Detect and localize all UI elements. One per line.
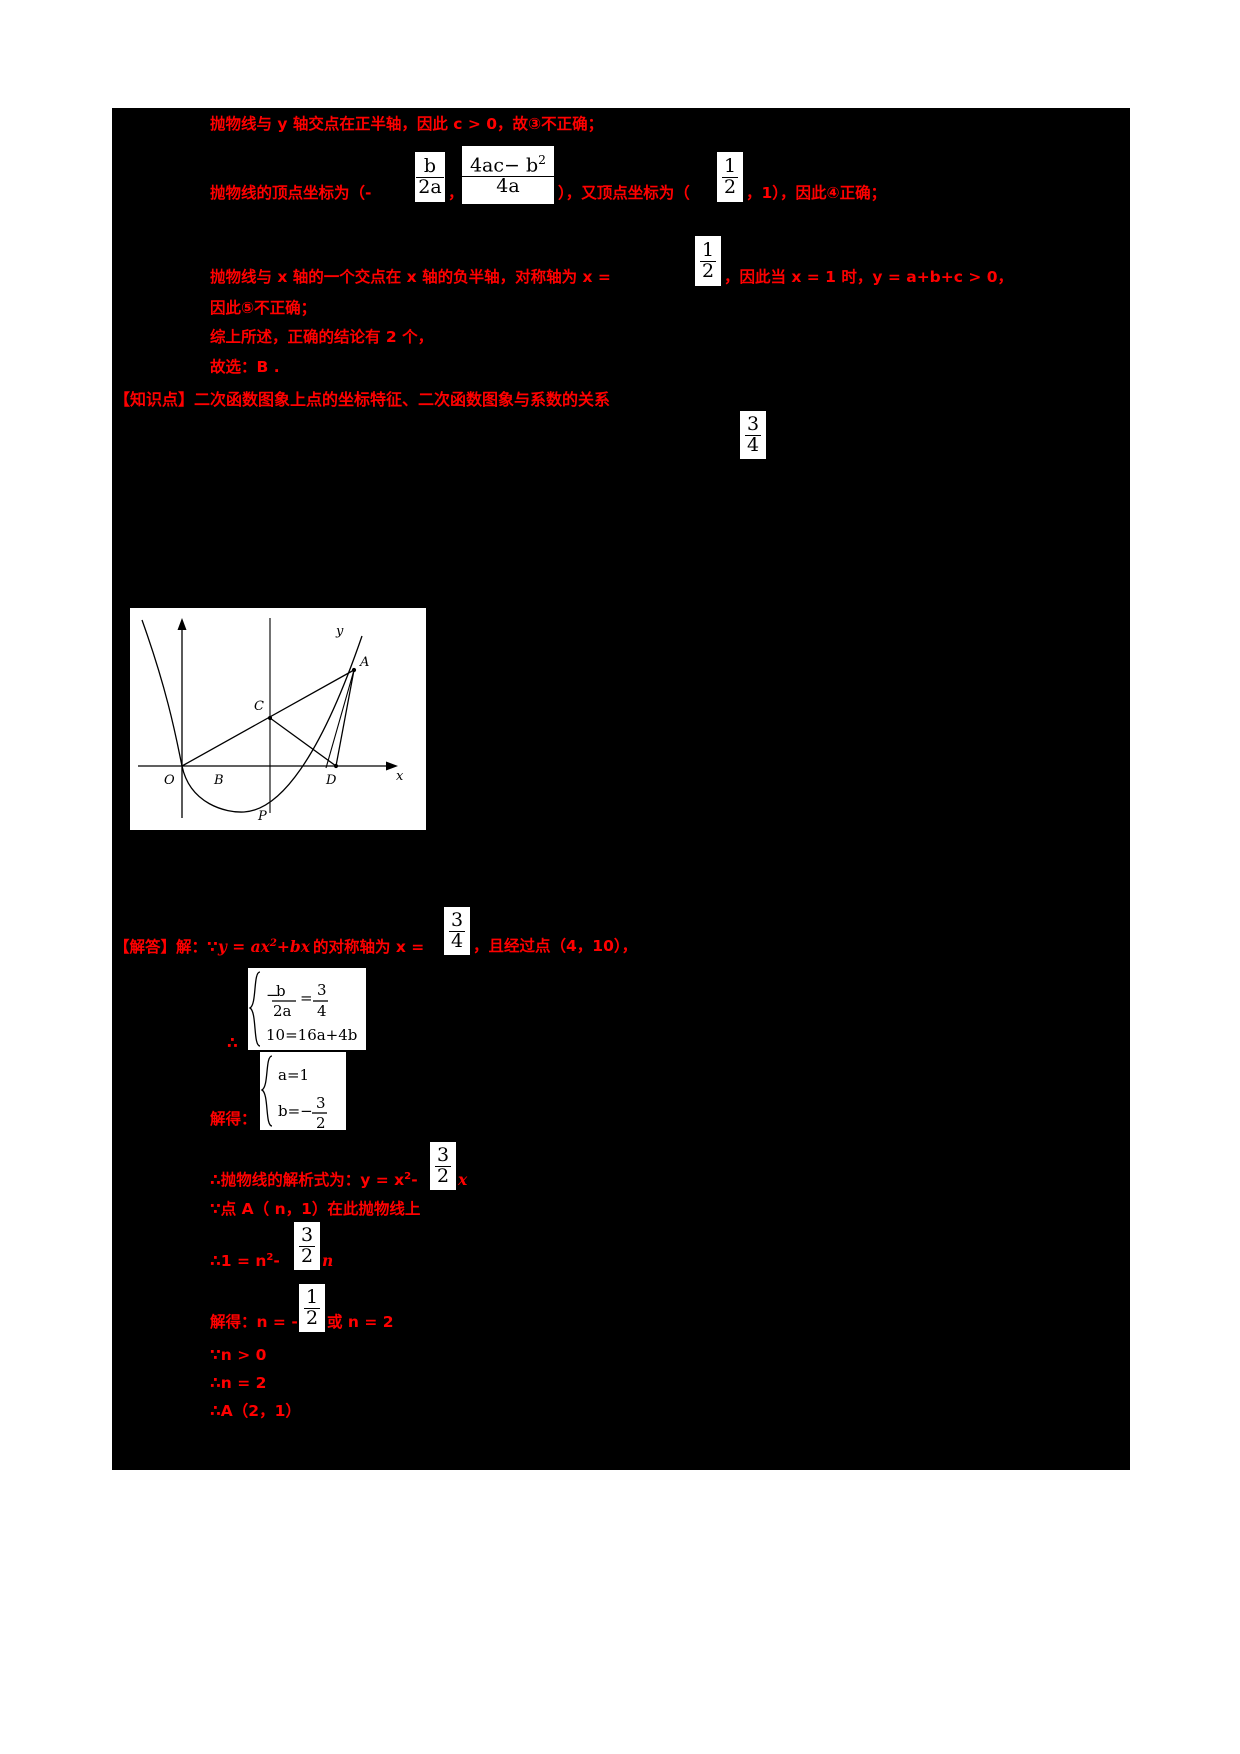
- formula-three-quarters-top: 3 4: [740, 411, 766, 459]
- solution-analytic-line: ∴抛物线的解析式为：y = x2-: [210, 1171, 418, 1190]
- system-1-svg: − b 2a = 3 4 10=16a+4b: [248, 968, 366, 1050]
- explanation-line-6: 故选：B .: [210, 358, 280, 376]
- solution-point-a-line: ∵点 A（ n，1）在此抛物线上: [210, 1200, 421, 1218]
- system-2-row2-prefix: b=−: [278, 1102, 313, 1120]
- formula-three-quarters-answer: 3 4: [444, 907, 470, 955]
- formula-three-halves-n: 3 2: [294, 1222, 320, 1270]
- explanation-line-4: 因此⑤不正确；: [210, 299, 317, 317]
- solution-n-value: ∴n = 2: [210, 1374, 267, 1392]
- system-1-4: 4: [317, 1002, 327, 1020]
- solution-intro-prefix: 解：∵: [176, 938, 218, 957]
- system-2-svg: a=1 b=− 3 2: [260, 1052, 346, 1132]
- explanation-line-2-comma: ，: [448, 184, 464, 202]
- solution-a-coordinate: ∴A（2，1）: [210, 1402, 301, 1420]
- system-1-3: 3: [317, 981, 327, 999]
- knowledge-point-text: 二次函数图象上点的坐标特征、二次函数图象与系数的关系: [194, 390, 611, 409]
- system-1-2a: 2a: [273, 1002, 292, 1020]
- formula-one-half-axis: 1 2: [695, 236, 721, 286]
- system-2-den: 2: [316, 1114, 326, 1130]
- figure-label-x: x: [396, 769, 404, 784]
- system-1-equals: =: [300, 989, 313, 1007]
- explanation-line-2-part-d: ，1），因此④正确；: [746, 184, 887, 202]
- system-1-b: b: [276, 982, 286, 1000]
- figure-label-D: D: [325, 773, 337, 788]
- solution-solve-n-prefix: 解得：n = -: [210, 1313, 298, 1331]
- formula-three-halves-coef: 3 2: [430, 1142, 456, 1190]
- system-1-row2: 10=16a+4b: [266, 1026, 357, 1044]
- solution-solve-label: 解得：: [210, 1110, 257, 1128]
- solution-equation-line: ∴1 = n2-: [210, 1252, 280, 1271]
- scanned-sheet: 抛物线与 y 轴交点在正半轴，因此 c > 0，故③不正确； 抛物线的顶点坐标为…: [112, 108, 1130, 1470]
- figure-label-C: C: [254, 699, 264, 714]
- explanation-line-2-part-a: 抛物线的顶点坐标为（-: [210, 184, 372, 202]
- solution-solve-n-tail: 或 n = 2: [327, 1313, 394, 1331]
- solution-therefore-1: ∴: [227, 1034, 238, 1052]
- formula-discriminant-over-4a: 4ac− b2 4a: [460, 146, 556, 204]
- formula-one-half-vertex: 1 2: [717, 152, 743, 202]
- system-1-minus: −: [266, 986, 279, 1004]
- system-of-equations-2: a=1 b=− 3 2: [260, 1052, 346, 1132]
- figure-label-B: B: [213, 773, 224, 788]
- solution-analytic-tail: x: [458, 1170, 468, 1189]
- figure-label-O: O: [164, 773, 175, 788]
- knowledge-point-label: 【知识点】: [114, 390, 195, 409]
- explanation-line-3-part-a: 抛物线与 x 轴的一个交点在 x 轴的负半轴，对称轴为 x =: [210, 268, 611, 286]
- system-of-equations-1: − b 2a = 3 4 10=16a+4b: [248, 968, 366, 1050]
- system-2-num: 3: [316, 1094, 326, 1112]
- figure-svg: y x O B C D A P: [138, 618, 404, 824]
- explanation-line-3-part-b: ，因此当 x = 1 时，y = a+b+c > 0，: [724, 268, 1014, 286]
- explanation-line-1: 抛物线与 y 轴交点在正半轴，因此 c > 0，故③不正确；: [210, 115, 604, 133]
- explanation-line-2-part-c: ），又顶点坐标为（: [558, 184, 690, 202]
- formula-b-over-2a: b 2a: [415, 152, 445, 202]
- explanation-line-5: 综上所述，正确的结论有 2 个，: [210, 328, 434, 346]
- solution-intro-eq: y = ax2+bx: [217, 937, 310, 957]
- knowledge-point-line: 【知识点】二次函数图象上点的坐标特征、二次函数图象与系数的关系: [114, 392, 610, 408]
- figure-label-P: P: [257, 809, 267, 824]
- solution-equation-tail: n: [322, 1251, 334, 1270]
- figure-label-A: A: [359, 655, 369, 670]
- figure-label-y: y: [335, 624, 344, 639]
- formula-one-half-n: 1 2: [299, 1284, 325, 1332]
- parabola-figure: y x O B C D A P: [129, 607, 427, 831]
- solution-label: 【解答】: [114, 938, 177, 957]
- solution-n-positive: ∵n > 0: [210, 1346, 267, 1364]
- system-2-row1: a=1: [278, 1066, 309, 1084]
- solution-intro-mid: 的对称轴为 x =: [312, 938, 425, 957]
- solution-intro-tail: ，且经过点（4，10），: [473, 937, 638, 955]
- solution-header: 【解答】解：∵y = ax2+bx 的对称轴为 x =: [114, 937, 425, 957]
